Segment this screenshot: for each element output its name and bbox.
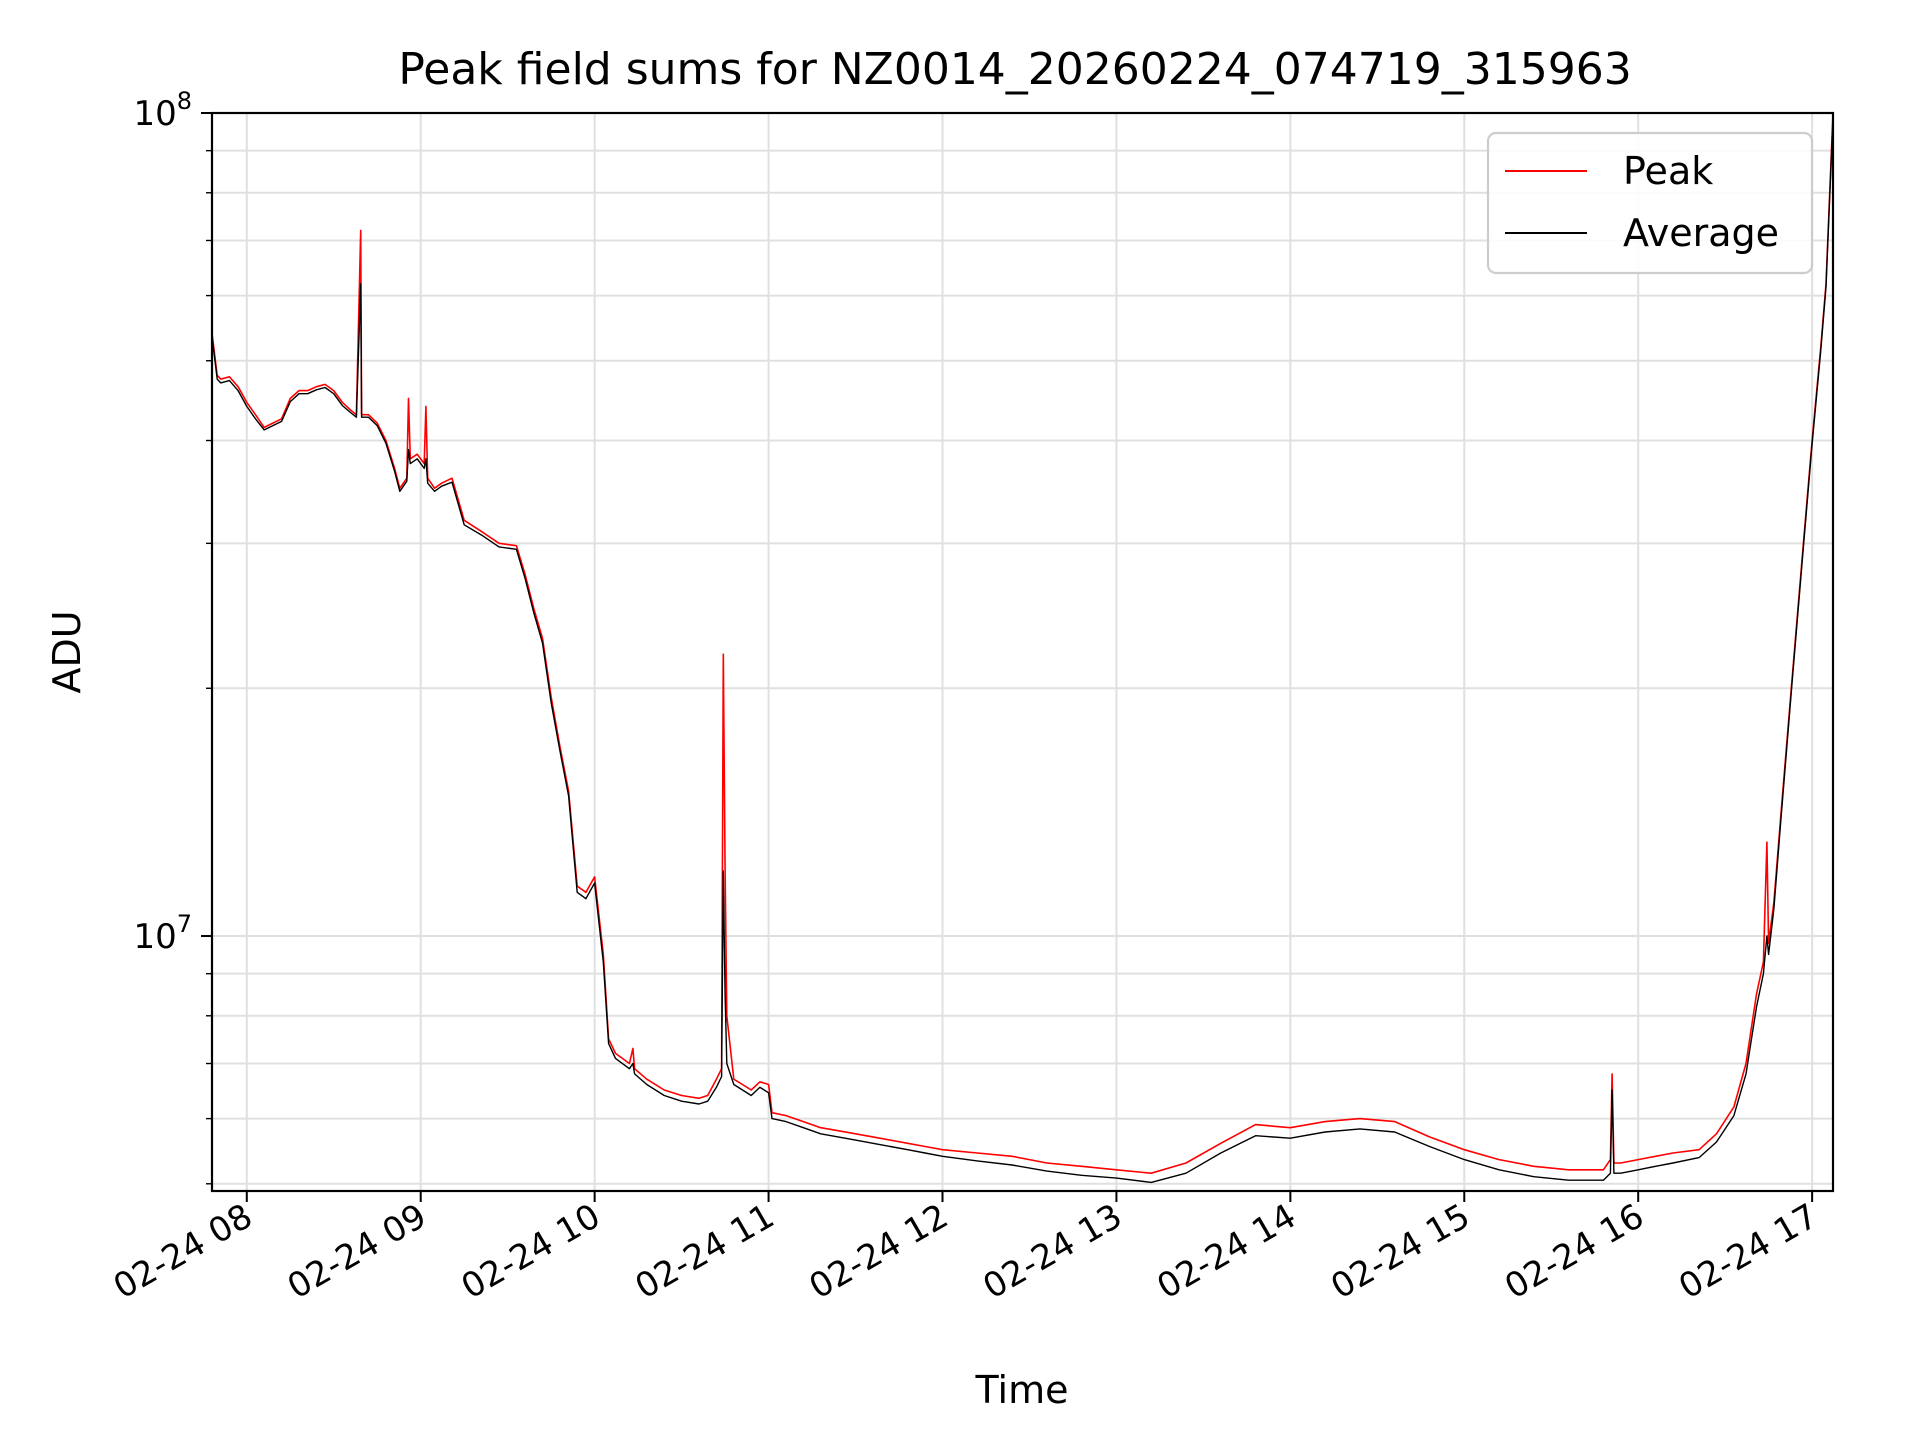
legend-label-average: Average [1623,211,1779,255]
chart-title: Peak field sums for NZ0014_20260224_0747… [398,44,1631,95]
y-tick-label-exponent: 8 [177,87,192,115]
y-tick-label-exponent: 7 [177,910,192,938]
series-line-average [211,116,1834,1184]
y-tick-label-base: 10 [133,917,176,957]
plot-frame [210,111,1835,1193]
y-tick-label: 108 [133,87,192,134]
legend: Peak Average [1486,131,1814,275]
series-layer [211,112,1834,1184]
legend-label-peak: Peak [1623,149,1713,193]
x-axis-label: Time [975,1368,1069,1412]
y-tick-label: 107 [133,910,192,957]
grid-layer [212,112,1833,1191]
legend-box [1486,131,1814,275]
y-tick-label-base: 10 [133,94,176,134]
y-axis-label: ADU [45,610,89,693]
